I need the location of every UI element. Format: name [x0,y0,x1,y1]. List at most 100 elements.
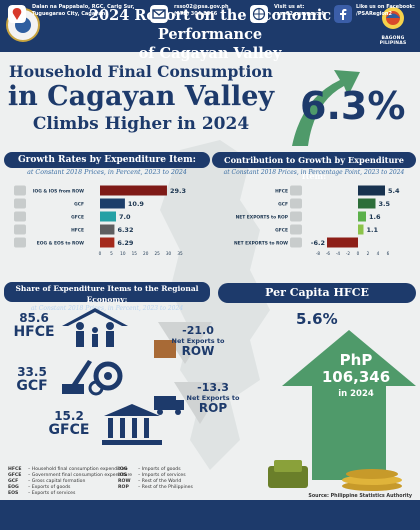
value-label-1: 10.9 [128,200,145,208]
share-hfce-label: HFCE [13,324,55,340]
value-label-0: 5.4 [388,187,400,195]
legend-item: HFCE – Household final consumption expend… [8,467,128,472]
government-building-icon [102,404,162,445]
category-label-0: IOG & IOS from ROW [33,189,84,195]
share-subtitle: at Constant 2018 Prices, in Percent, 202… [30,305,184,312]
bar-1 [358,198,376,209]
footer-website: Visit us at: rsso02.psa.gov.ph [274,4,325,18]
contribution-chart: HFCE 5.4 GCF 3.5 NET EXPORTS to ROP 1.6 GFCE 1.… [234,185,400,256]
category-label-0: HFCE [275,189,288,195]
net-exports-row-value: -21.0 [182,324,214,337]
legend-abbr: IOG [118,467,128,472]
net-exports-row: -21.0 Net Exports to ROW [170,325,226,358]
bar-4 [100,237,115,248]
page-title: 2024 Report on the Economic Performance … [40,6,380,63]
footer-phone: (078) 304-8366 [174,11,218,17]
legend-item: IOS – Imports of services [118,473,186,478]
value-label-3: 1.1 [367,226,379,234]
category-icon-4 [14,237,26,248]
net-exports-row-label: Net Exports to [171,337,225,345]
footer-contact: rsso02@psa.gov.ph (078) 304-8366 [174,4,229,18]
facebook-handle[interactable]: /PSARegion2 [356,11,392,17]
net-exports-row-dest: ROW [181,344,215,358]
share-gcf-label: GCF [16,378,48,394]
category-label-1: GCF [74,202,84,208]
net-exports-rop-value: -13.3 [197,381,229,394]
category-icon-2 [290,211,302,222]
x-tick-2: -4 [336,251,341,256]
x-tick-4: 0 [357,251,360,256]
per-capita-up-arrow-icon [282,330,416,480]
legend-desc: – Imports of goods [138,467,181,472]
legend-desc: – Imports of services [138,473,186,478]
x-tick-6: 4 [377,251,380,256]
footer-bar [0,500,420,530]
x-tick-0: 0 [99,251,102,256]
legend-abbr: GCF [8,479,19,484]
value-label-2: 1.6 [369,213,381,221]
net-exports-rop-dest: ROP [198,401,228,415]
category-label-2: GFCE [71,215,84,221]
legend-desc: – Exports of services [28,491,76,496]
website-link[interactable]: rsso02.psa.gov.ph [274,11,326,17]
share-hfce: 85.6 HFCE [6,312,62,340]
legend-item: GCF – Gross capital formation [8,479,85,484]
footer-email[interactable]: rsso02@psa.gov.ph [174,4,229,10]
net-exports-row-arrow-icon [154,322,212,364]
contribution-banner: Contribution to Growth by Expenditure It… [212,152,416,181]
philippines-map-background [160,140,270,470]
category-icon-1 [290,198,302,209]
value-label-4: 6.29 [117,239,134,247]
bar-1 [100,198,125,209]
legend-abbr: EOS [8,491,19,496]
per-capita-banner: Per Capita HFCE [218,283,416,303]
growth-rates-subtitle: at Constant 2018 Prices, in Percent, 202… [27,169,187,176]
legend-abbr: EOG [8,485,19,490]
x-tick-6: 30 [166,251,172,256]
source-note: Source: Philippine Statistics Authority [308,494,412,499]
category-label-2: NET EXPORTS to ROP [236,215,289,221]
title-line-1: 2024 Report on the Economic Performance [88,7,332,43]
category-label-3: HFCE [71,228,84,234]
bar-0 [100,185,167,196]
legend-item: EOS – Exports of services [8,491,75,496]
x-tick-2: 10 [120,251,126,256]
per-capita-growth: 5.6% [296,310,338,328]
address-line-1: Dalan na Pappabalo, RGC, Carig Sur, [32,4,135,10]
legend-desc: – Government final consumption expenditu… [28,473,133,478]
brand-text: BAGONG PILIPINAS [379,36,407,46]
facebook-icon [334,5,352,23]
title-line-2: of Cagayan Valley [138,45,282,62]
x-tick-7: 6 [387,251,390,256]
legend-item: GFCE – Government final consumption expen… [8,473,132,478]
growth-arrow-icon [292,70,360,146]
x-tick-1: 5 [110,251,113,256]
category-icon-4 [290,237,302,248]
headline-growth-value: 6.3% [300,84,406,128]
category-icon-3 [290,224,302,235]
x-tick-3: -2 [346,251,351,256]
legend-desc: – Gross capital formation [28,479,86,484]
legend-desc: – Rest of the World [138,479,182,484]
net-exports-rop-arrow-icon [154,382,226,424]
value-label-3: 6.32 [117,226,133,234]
share-banner: Share of Expenditure Items to the Region… [4,282,210,312]
share-title: Share of Expenditure Items to the Region… [15,284,199,304]
category-icon-1 [14,198,26,209]
per-capita-year: in 2024 [338,389,374,399]
facebook-label: Like us on Facebook: [356,4,415,10]
legend-item: ROP – Rest of the Philippines [118,485,193,490]
family-icon [62,308,128,347]
bar-3 [100,224,115,235]
net-exports-rop: -13.3 Net Exports to ROP [186,382,240,415]
growth-rates-chart: IOG & IOS from ROW 29.3 GCF 10.9 GFCE 7.0 HFCE… [14,185,186,256]
legend-desc: – Rest of the Philippines [138,485,193,490]
sun-emblem-icon [382,7,404,29]
address-line-2: Tuguegarao City, Cagayan [32,11,106,17]
category-label-4: NET EXPORTS to ROW [234,241,288,247]
value-label-0: 29.3 [170,187,186,195]
share-gfce-value: 15.2 [54,409,84,423]
net-exports-rop-label: Net Exports to [186,394,240,402]
growth-rates-banner: Growth Rates by Expenditure Item: [4,152,210,168]
headline-line-1: Household Final Consumption [9,62,273,81]
